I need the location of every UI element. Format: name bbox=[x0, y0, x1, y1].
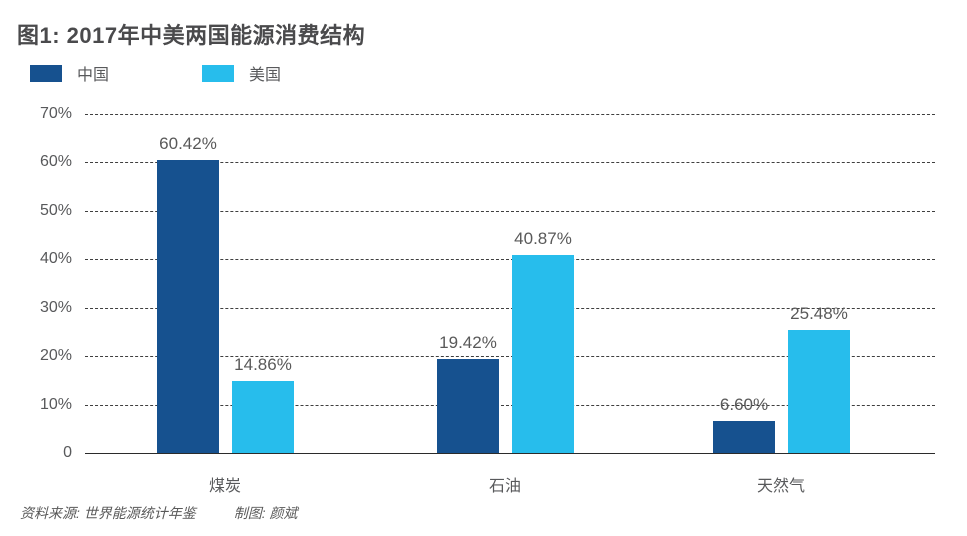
legend: 中国 美国 bbox=[0, 61, 967, 84]
chart-title: 图1: 2017年中美两国能源消费结构 bbox=[17, 23, 366, 48]
x-label-coal: 煤炭 bbox=[208, 478, 241, 495]
gridline-20 bbox=[85, 356, 935, 358]
gridline-10 bbox=[85, 404, 935, 406]
bar-china-oil bbox=[437, 358, 499, 453]
y-tick-50: 50% bbox=[39, 201, 72, 219]
bar-usa-gas bbox=[788, 329, 850, 453]
bar-label-usa-oil: 40.87% bbox=[514, 229, 572, 249]
x-axis: 煤炭 石油 天然气 bbox=[85, 472, 935, 495]
legend-item-china: 中国 bbox=[30, 61, 109, 85]
gridline-50 bbox=[85, 210, 935, 212]
y-tick-20: 20% bbox=[39, 347, 72, 365]
bar-usa-coal bbox=[232, 381, 294, 453]
source-text: 资料来源: 世界能源统计年鉴 bbox=[20, 505, 196, 521]
y-tick-10: 10% bbox=[39, 395, 72, 413]
bar-china-gas bbox=[713, 421, 775, 453]
gridline-70 bbox=[85, 114, 935, 115]
gridline-40 bbox=[85, 259, 935, 261]
y-tick-70: 70% bbox=[39, 105, 72, 122]
legend-swatch-china bbox=[30, 64, 62, 82]
y-axis: 0 10% 20% 30% 40% 50% 60% 70% bbox=[0, 105, 72, 461]
bar-label-usa-gas: 25.48% bbox=[790, 303, 848, 323]
bar-usa-oil bbox=[512, 255, 574, 453]
source-note: 资料来源: 世界能源统计年鉴 制图: 颜斌 bbox=[20, 503, 298, 523]
y-tick-40: 40% bbox=[39, 250, 72, 268]
gridline-60 bbox=[85, 162, 935, 164]
x-label-gas: 天然气 bbox=[756, 478, 805, 495]
bar-label-china-oil: 19.42% bbox=[439, 332, 497, 352]
y-tick-30: 30% bbox=[39, 298, 72, 316]
credit-text: 制图: 颜斌 bbox=[233, 505, 298, 521]
bar-china-coal bbox=[157, 160, 219, 453]
bar-label-china-gas: 6.60% bbox=[719, 395, 769, 415]
plot-area: 60.42% 14.86% 19.42% 40.87% 6.60% 25.48% bbox=[85, 114, 935, 454]
legend-label-china: 中国 bbox=[77, 67, 110, 84]
bar-label-china-coal: 60.42% bbox=[159, 134, 217, 154]
y-tick-0: 0 bbox=[63, 444, 72, 461]
x-baseline bbox=[85, 453, 935, 454]
x-label-oil: 石油 bbox=[488, 478, 521, 495]
y-tick-60: 60% bbox=[39, 153, 72, 171]
legend-swatch-usa bbox=[202, 64, 234, 82]
gridline-30 bbox=[85, 307, 935, 309]
bar-label-usa-coal: 14.86% bbox=[234, 355, 292, 375]
legend-label-usa: 美国 bbox=[249, 67, 282, 84]
legend-item-usa: 美国 bbox=[202, 61, 281, 85]
